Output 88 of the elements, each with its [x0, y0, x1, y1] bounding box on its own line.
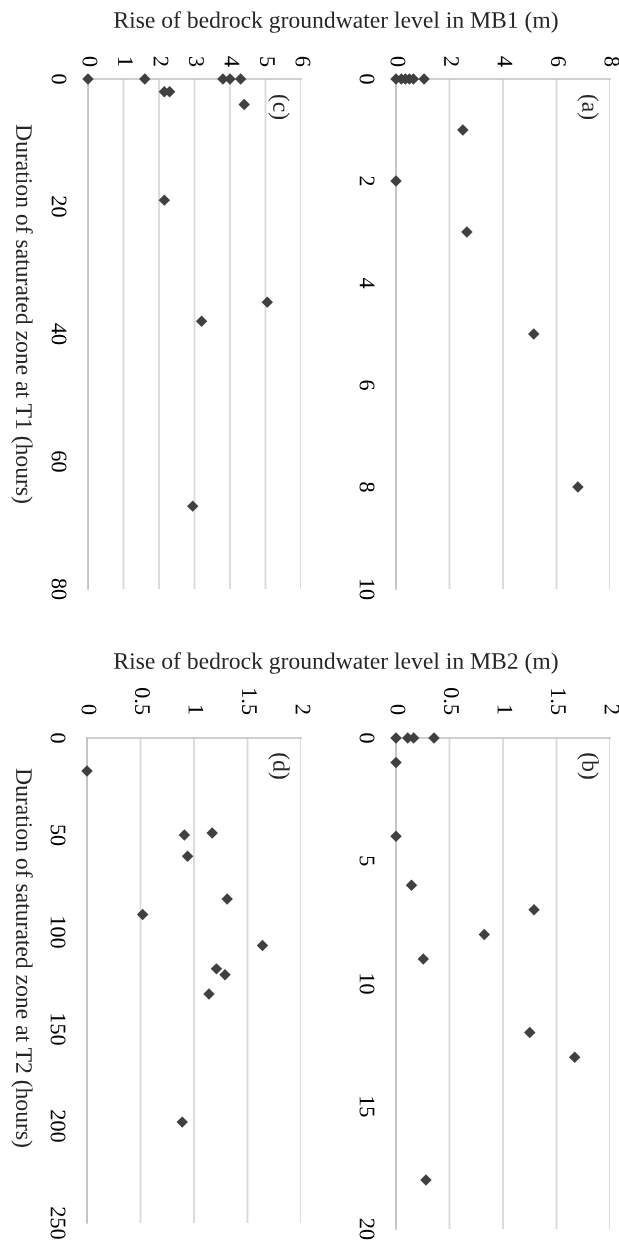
point	[187, 500, 199, 512]
y-axis-title: Duration of saturated zone at T2 (hours)	[11, 768, 33, 1147]
point	[572, 481, 584, 493]
y-tick-label: 60	[51, 451, 67, 472]
y-tick-label: 150	[50, 1014, 66, 1045]
y-tick-label: 20	[359, 1218, 375, 1240]
point	[158, 194, 171, 206]
x-axis-title: Rise of bedrock groundwater level in MB1 (m)	[114, 11, 558, 33]
point	[405, 879, 418, 892]
point	[136, 908, 149, 921]
point	[428, 732, 440, 744]
y-axis-title: Duration of saturated zone at T1 (hours)	[11, 124, 33, 503]
annotation: (c)	[268, 94, 290, 120]
y-tick-label: 200	[50, 1110, 66, 1142]
point	[390, 175, 402, 187]
x-tick-label: 0.5	[443, 688, 459, 715]
point	[195, 315, 208, 327]
x-tick-label: 0	[82, 56, 98, 67]
x-axis-title: Rise of bedrock groundwater level in MB2 (m)	[114, 652, 558, 674]
point	[219, 968, 231, 981]
point	[261, 296, 273, 308]
x-tick-label: 3	[188, 56, 204, 67]
point	[568, 1051, 581, 1063]
y-tick-label: 80	[51, 578, 67, 600]
point	[210, 963, 223, 975]
point	[528, 904, 540, 916]
point	[461, 226, 473, 238]
y-tick-label: 0	[51, 74, 67, 84]
y-tick-label: 2	[359, 176, 375, 186]
y-tick-label: 0	[50, 733, 66, 743]
point	[81, 765, 93, 777]
point	[203, 988, 215, 1000]
x-tick-label: 2	[295, 704, 311, 714]
point	[478, 928, 490, 941]
x-tick-label: 0	[81, 704, 97, 715]
x-tick-label: 0	[390, 56, 406, 67]
annotation: (a)	[577, 94, 599, 120]
y-tick-label: 6	[359, 380, 375, 390]
x-tick-label: 1	[118, 57, 133, 66]
x-tick-label: 2	[444, 56, 459, 66]
y-tick-label: 250	[50, 1207, 66, 1239]
point	[181, 850, 194, 863]
x-tick-label: 1.5	[550, 689, 566, 715]
point	[390, 830, 402, 842]
y-tick-label: 0	[359, 733, 375, 743]
annotation: (b)	[577, 753, 599, 779]
point	[256, 939, 269, 952]
point	[238, 98, 250, 111]
annotation: (d)	[268, 753, 290, 779]
x-tick-label: 4	[224, 56, 240, 67]
point	[176, 1116, 188, 1128]
y-tick-label: 40	[51, 323, 67, 345]
point	[417, 953, 430, 965]
point	[234, 73, 247, 85]
y-tick-label: 20	[51, 196, 67, 217]
point	[390, 756, 402, 769]
point	[528, 328, 540, 340]
point	[221, 893, 233, 905]
y-tick-label: 8	[359, 482, 375, 492]
x-tick-label: 2	[604, 704, 619, 714]
x-tick-label: 1	[188, 705, 204, 714]
point	[82, 73, 94, 85]
y-tick-label: 4	[359, 277, 375, 289]
x-tick-label: 5	[259, 57, 275, 67]
point	[524, 1026, 536, 1039]
x-tick-label: 4	[497, 56, 513, 67]
point	[139, 73, 151, 85]
x-tick-label: 6	[550, 56, 566, 67]
point	[390, 732, 402, 744]
x-tick-label: 8	[604, 56, 619, 67]
point	[420, 1174, 432, 1186]
y-tick-label: 5	[359, 856, 375, 866]
y-tick-label: 0	[359, 74, 375, 84]
x-tick-label: 0	[390, 704, 406, 715]
x-tick-label: 1	[497, 705, 513, 714]
y-tick-label: 15	[359, 1097, 375, 1117]
x-tick-label: 1.5	[241, 689, 257, 715]
x-tick-label: 0.5	[134, 688, 150, 715]
y-tick-label: 10	[359, 579, 375, 600]
point	[206, 827, 218, 839]
y-tick-label: 10	[359, 974, 375, 994]
point	[178, 829, 191, 841]
point	[457, 124, 469, 136]
y-tick-label: 100	[50, 917, 66, 948]
x-tick-label: 6	[295, 56, 311, 67]
x-tick-label: 2	[153, 56, 169, 66]
point	[418, 73, 430, 85]
y-tick-label: 50	[50, 825, 66, 846]
